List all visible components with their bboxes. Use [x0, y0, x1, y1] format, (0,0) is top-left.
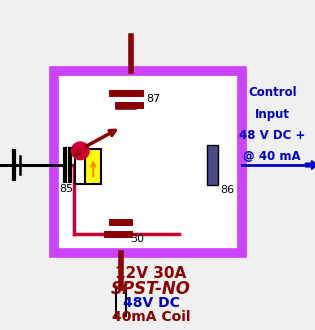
Text: 86: 86: [220, 185, 234, 195]
Circle shape: [72, 142, 89, 160]
Text: Input: Input: [255, 108, 290, 120]
Text: 85: 85: [59, 184, 73, 194]
Text: 48V DC: 48V DC: [123, 296, 180, 311]
Bar: [54, 71, 242, 253]
Text: 30: 30: [131, 234, 145, 244]
Text: 87: 87: [146, 94, 161, 104]
FancyArrow shape: [305, 161, 315, 169]
Bar: [75, 149, 85, 184]
Text: SPST-NO: SPST-NO: [111, 280, 191, 298]
Text: @ 40 mA: @ 40 mA: [243, 150, 301, 163]
Bar: [85, 149, 101, 184]
Text: 40mA Coil: 40mA Coil: [112, 310, 190, 324]
Bar: [207, 145, 218, 185]
Text: 12V 30A: 12V 30A: [116, 266, 187, 281]
Text: Control: Control: [248, 86, 297, 99]
Text: 48 V DC +: 48 V DC +: [239, 129, 306, 142]
